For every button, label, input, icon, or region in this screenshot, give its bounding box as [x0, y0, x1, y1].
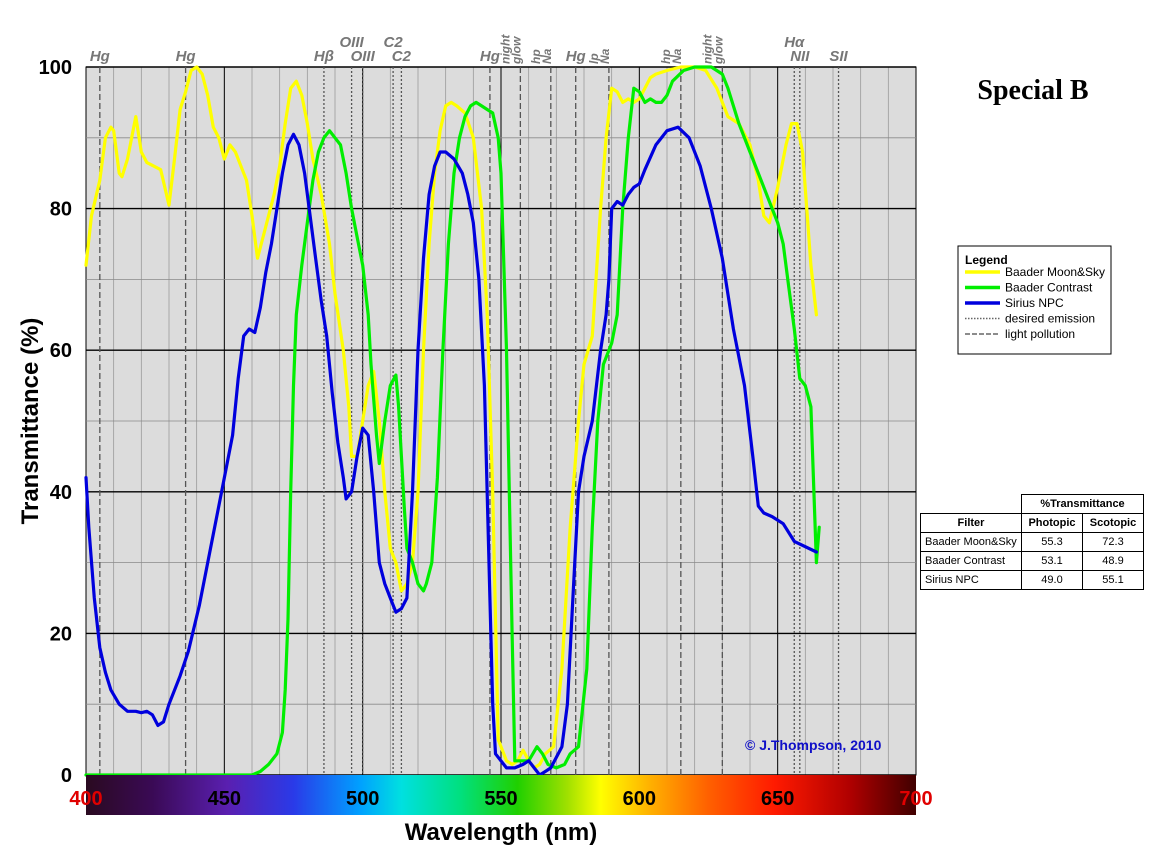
- emission-label: C2: [384, 34, 404, 51]
- y-tick-label: 0: [61, 765, 72, 787]
- legend-label: desired emission: [1005, 312, 1095, 326]
- emission-label-word: glow: [509, 36, 523, 65]
- emission-label-word: night: [700, 34, 714, 64]
- emission-label: OIII: [340, 34, 365, 51]
- emission-label: Hβ: [314, 48, 334, 65]
- table-cell-scotopic: 55.1: [1082, 570, 1144, 590]
- y-axis-label: Transmittance (%): [17, 318, 44, 525]
- series-line-0: [84, 65, 819, 770]
- chart-title: Special B: [977, 75, 1088, 106]
- copyright-text: © J.Thompson, 2010: [745, 737, 882, 753]
- x-tick-label: 400: [69, 788, 102, 810]
- legend: Legend Baader Moon&Sky Baader ContrastSir…: [957, 245, 1112, 355]
- legend-label: Baader Moon&Sky: [1005, 265, 1105, 279]
- emission-label-word: glow: [711, 36, 725, 65]
- curves: [84, 65, 821, 777]
- emission-label: SII: [829, 48, 848, 65]
- emission-label: hpNa: [529, 48, 554, 64]
- x-ticks: 400 450 500 550 600 650 700: [69, 788, 932, 810]
- table-cell-filter: Baader Contrast: [920, 551, 1022, 571]
- x-axis-label: Wavelength (nm): [405, 819, 597, 846]
- emission-label-word: Na: [598, 48, 612, 64]
- emission-label: nightglow: [700, 34, 725, 65]
- table-cell-photopic: 55.3: [1021, 532, 1083, 552]
- y-tick-label: 20: [50, 623, 72, 645]
- series-line-1: [84, 65, 821, 777]
- legend-label: Sirius NPC: [1005, 296, 1064, 310]
- x-tick-label: 550: [484, 788, 517, 810]
- legend-label: light pollution: [1005, 327, 1075, 341]
- legend-box: [957, 245, 1112, 355]
- table-header-filter: Filter: [920, 513, 1022, 533]
- emission-label: Hg: [480, 48, 500, 65]
- emission-label: lpNa: [587, 48, 612, 64]
- emission-label: Hα: [784, 34, 805, 51]
- x-tick-label: 600: [623, 788, 656, 810]
- table-header-scotopic: Scotopic: [1082, 513, 1144, 533]
- emission-label-word: Na: [670, 48, 684, 64]
- x-tick-label: 500: [346, 788, 379, 810]
- y-tick-label: 80: [50, 199, 72, 221]
- emission-label: nightglow: [498, 34, 523, 65]
- emission-label-word: night: [498, 34, 512, 64]
- emission-label-word: Na: [540, 48, 554, 64]
- y-tick-label: 100: [39, 57, 72, 79]
- table-row: Sirius NPC 49.0 55.1: [920, 570, 1144, 590]
- x-tick-label: 650: [761, 788, 794, 810]
- legend-label: Baader Contrast: [1005, 281, 1093, 295]
- emission-label-word: hp: [529, 49, 543, 64]
- legend-title: Legend: [965, 253, 1008, 267]
- table-corner: [920, 494, 1022, 514]
- spectrum-bar: [86, 775, 916, 815]
- table-cell-filter: Baader Moon&Sky: [920, 532, 1022, 552]
- x-tick-label: 700: [899, 788, 932, 810]
- x-tick-label: 450: [208, 788, 241, 810]
- emission-label-word: lp: [587, 53, 601, 64]
- y-tick-label: 60: [50, 340, 72, 362]
- table-cell-scotopic: 72.3: [1082, 532, 1144, 552]
- table-cell-scotopic: 48.9: [1082, 551, 1144, 571]
- table-group-header: %Transmittance: [1021, 494, 1144, 514]
- table-cell-photopic: 49.0: [1021, 570, 1083, 590]
- emission-label: C2: [392, 48, 412, 65]
- emission-label: hpNa: [659, 48, 684, 64]
- emission-label: NII: [790, 48, 810, 65]
- emission-label-word: hp: [659, 49, 673, 64]
- emission-label: Hg: [566, 48, 586, 65]
- emission-label: Hg: [176, 48, 196, 65]
- table-cell-filter: Sirius NPC: [920, 570, 1022, 590]
- transmittance-table: %Transmittance Filter Photopic Scotopic …: [920, 494, 1144, 590]
- y-ticks: 0 20 40 60 80 100: [39, 57, 72, 787]
- table-row: Baader Contrast 53.1 48.9: [920, 551, 1144, 571]
- table-row: Baader Moon&Sky 55.3 72.3: [920, 532, 1144, 552]
- emission-label: Hg: [90, 48, 110, 65]
- table-cell-photopic: 53.1: [1021, 551, 1083, 571]
- emission-label: OIII: [351, 48, 376, 65]
- y-tick-label: 40: [50, 482, 72, 504]
- table-header-photopic: Photopic: [1021, 513, 1083, 533]
- series-line-2: [84, 125, 819, 777]
